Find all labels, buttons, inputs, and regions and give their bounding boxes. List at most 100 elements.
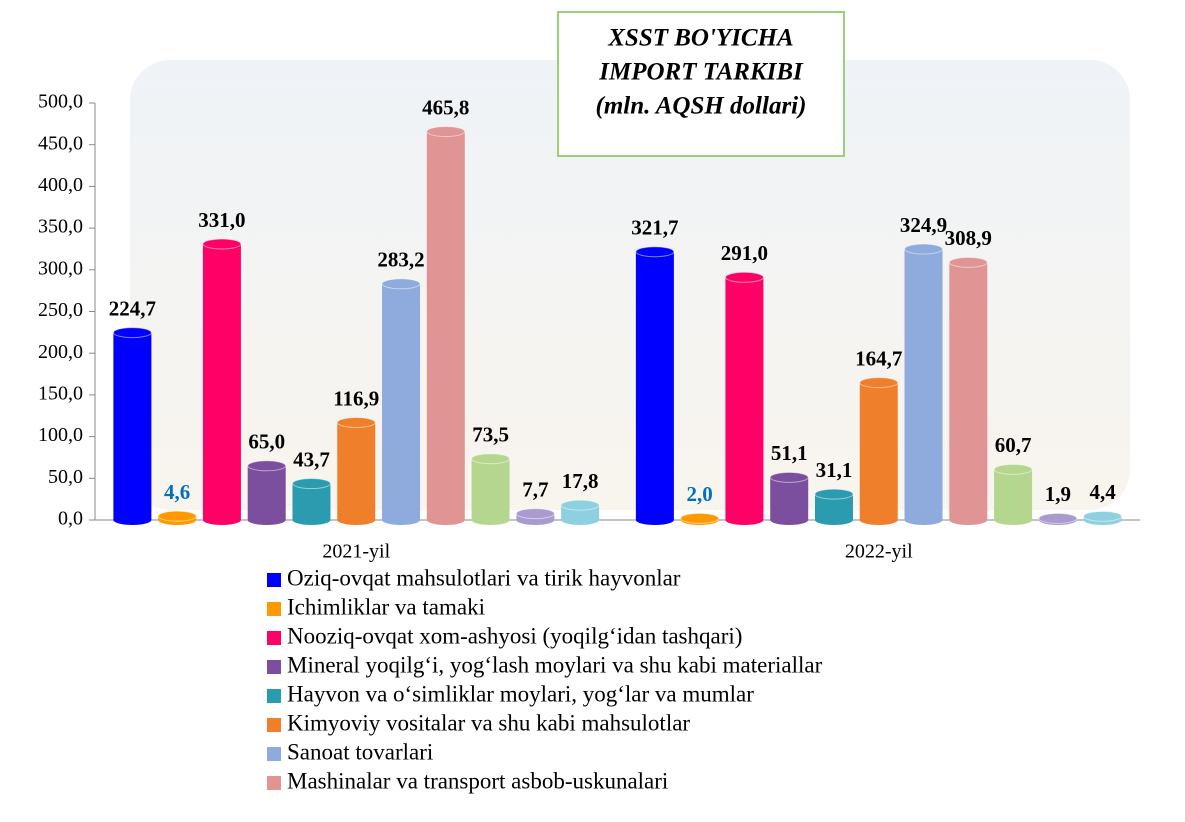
bar-base [248,515,286,525]
bar-top [815,489,853,499]
legend-label: Mineral yoqilg‘i, yog‘lash moylari va sh… [287,652,823,677]
y-tick-label: 100,0 [38,424,83,446]
bar-base [860,515,898,525]
bar-top [1039,513,1077,523]
bar [725,277,763,520]
bar-base [905,515,943,525]
legend-label: Hayvon va o‘simliklar moylari, yog‘lar v… [287,681,754,706]
value-label: 321,7 [631,216,678,240]
bar-top [472,454,510,464]
y-tick-label: 400,0 [38,174,83,196]
bar [636,252,674,520]
bar-base [994,515,1032,525]
bar-top [427,127,465,137]
value-label: 224,7 [109,296,156,320]
legend-label: Nooziq-ovqat xom-ashyosi (yoqilg‘idan ta… [287,623,742,648]
y-tick-label: 0,0 [58,508,83,530]
value-label: 116,9 [333,386,379,410]
legend-label: Mashinalar va transport asbob-uskunalari [287,768,668,793]
bar [113,333,151,520]
y-tick-label: 450,0 [38,132,83,154]
bar-base [561,515,599,525]
bar-base [203,515,241,525]
bar-base [770,515,808,525]
bar-top [516,509,554,519]
bar [472,459,510,520]
chart-title: XSST BO'YICHA [607,25,793,52]
legend-swatch [267,718,281,732]
legend-swatch [267,776,281,790]
bar-top [561,500,599,510]
value-label: 4,6 [164,480,190,504]
value-label: 465,8 [422,95,469,119]
bar-top [905,244,943,254]
y-tick-label: 200,0 [38,341,83,363]
value-label: 31,1 [816,458,853,482]
value-label: 65,0 [248,430,285,454]
legend-swatch [267,573,281,587]
legend-swatch [267,602,281,616]
value-label: 283,2 [377,248,424,272]
bar-top [860,378,898,388]
bar-base [337,515,375,525]
legend-swatch [267,660,281,674]
bar [994,469,1032,520]
legend-label: Oziq-ovqat mahsulotlari va tirik hayvonl… [287,565,681,590]
bar [382,284,420,520]
value-label: 2,0 [687,482,713,506]
bar-top [994,464,1032,474]
legend-label: Kimyoviy vositalar va shu kabi mahsulotl… [287,710,690,735]
bar [949,262,987,520]
y-tick-label: 300,0 [38,257,83,279]
bar-base [725,515,763,525]
y-tick-label: 500,0 [38,91,83,113]
value-label: 164,7 [855,346,902,370]
bar [248,466,286,520]
bar [427,132,465,520]
bar-top [158,511,196,521]
bar-base [113,515,151,525]
y-tick-label: 350,0 [38,216,83,238]
bar-top [949,257,987,267]
bar-top [203,239,241,249]
y-tick-label: 150,0 [38,382,83,404]
bar-top [681,513,719,523]
bar-top [292,479,330,489]
bar-base [815,515,853,525]
value-label: 291,0 [721,241,768,265]
bar-top [248,461,286,471]
value-label: 324,9 [900,213,947,237]
bar-base [427,515,465,525]
legend-label: Sanoat tovarlari [287,739,433,764]
value-label: 51,1 [771,441,808,465]
legend-label: Ichimliklar va tamaki [287,594,485,619]
bar-base [472,515,510,525]
bar [770,477,808,520]
chart-title: (mln. AQSH dollari) [596,93,807,120]
bar-base [382,515,420,525]
bar-top [1084,511,1122,521]
bar-top [337,418,375,428]
x-tick-label: 2021-yil [322,541,390,563]
page: XSST BO'YICHA IMPORT TARKIBI (mln. AQSH … [0,0,1185,822]
legend-swatch [267,747,281,761]
bar-base [949,515,987,525]
value-label: 4,4 [1089,480,1116,504]
value-label: 43,7 [293,447,330,471]
x-tick-label: 2022-yil [845,541,913,563]
chart-title: IMPORT TARKIBI [598,59,804,86]
bar [860,383,898,520]
value-label: 331,0 [198,208,245,232]
bar [905,249,943,520]
value-label: 73,5 [472,423,509,447]
value-label: 1,9 [1045,482,1071,506]
bar [203,244,241,520]
bar-base [636,515,674,525]
bar-top [725,272,763,282]
legend-swatch [267,631,281,645]
bar-top [770,472,808,482]
bar-base [292,515,330,525]
y-tick-label: 50,0 [48,466,83,488]
value-label: 60,7 [995,433,1032,457]
legend-swatch [267,689,281,703]
